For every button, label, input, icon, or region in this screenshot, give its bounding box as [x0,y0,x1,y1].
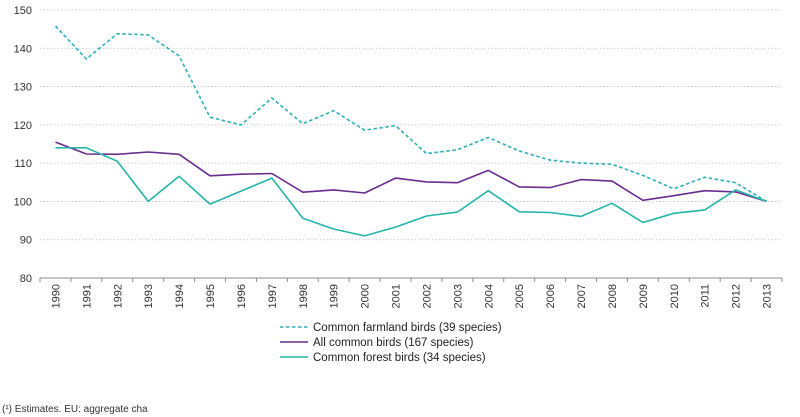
y-tick-label: 90 [20,235,32,247]
footnote: (¹) Estimates. EU: aggregate cha [2,404,148,415]
series-lines [54,25,767,237]
x-tick-label: 1999 [329,284,341,308]
y-tick-label: 130 [14,82,32,94]
x-tick-label: 2005 [514,284,526,308]
y-tick-label: 140 [14,43,32,55]
x-tick-label: 1991 [81,284,93,308]
y-tick-label: 100 [14,196,32,208]
x-tick-label: 2008 [607,284,619,308]
legend-label-3: Common forest birds (34 species) [313,352,486,364]
y-tick-label: 150 [14,5,32,17]
x-tick-label: 2012 [731,284,743,308]
y-axis: 80 90 100 110 120 130 140 150 [14,5,32,285]
x-tick-label: 2010 [669,284,681,308]
legend: Common farmland birds (39 species) All co… [280,322,502,364]
series-line-2 [55,141,767,203]
x-tick-label: 1993 [143,284,155,308]
x-tick-label: 1995 [205,284,217,308]
gridlines [40,9,782,241]
series-line-1 [54,25,767,203]
y-tick-label: 110 [14,158,32,170]
x-tick-label: 1992 [112,284,124,308]
x-tick-label: 2007 [576,284,588,308]
x-tick-label: 2011 [700,284,712,308]
x-tick-label: 1990 [50,284,62,308]
y-tick-label: 120 [14,120,32,132]
series-line-3 [55,147,767,237]
x-axis [39,277,783,282]
y-tick-label: 80 [20,273,32,285]
x-tick-label: 2013 [762,284,774,308]
x-tick-label: 2001 [391,284,403,308]
x-tick-label: 2009 [638,284,650,308]
x-tick-label: 1998 [298,284,310,308]
x-tick-label: 1994 [174,284,186,308]
x-tick-label: 1997 [267,284,279,308]
legend-label-2: All common birds (167 species) [313,337,474,349]
x-tick-label: 2002 [421,284,433,308]
x-tick-labels: 1990 1991 1992 1993 1994 1995 1996 1997 1998 1999… [50,284,773,308]
x-tick-label: 2000 [360,284,372,308]
x-tick-label: 2003 [452,284,464,308]
x-tick-label: 2004 [483,284,495,308]
legend-label-1: Common farmland birds (39 species) [313,322,502,334]
x-tick-label: 2006 [545,284,557,308]
x-tick-label: 1996 [236,284,248,308]
